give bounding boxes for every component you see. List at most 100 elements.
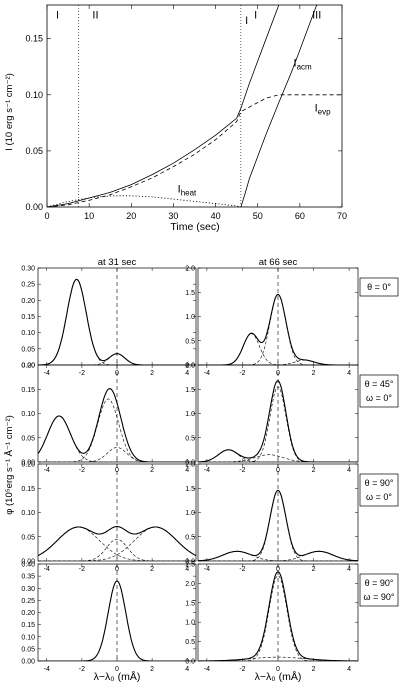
panel-x-tick-label: 4 <box>347 566 351 573</box>
panel-x-tick-label: -2 <box>79 566 85 573</box>
total-profile <box>38 278 196 365</box>
panel-y-tick-label: 0.20 <box>21 298 35 305</box>
total-profile <box>198 571 358 661</box>
top-y-tick-label: 0.00 <box>25 202 43 212</box>
panel-y-tick-label: 1.5 <box>185 290 195 297</box>
condition-box <box>359 277 399 297</box>
curve-label: Iheat <box>178 183 197 197</box>
condition-box <box>359 374 399 408</box>
panel-y-tick-label: 0.05 <box>21 346 35 353</box>
total-profile <box>38 525 196 557</box>
top-y-tick-label: 0.10 <box>25 90 43 100</box>
panel-y-tick-label: 0.30 <box>21 266 35 273</box>
condition-label: θ = 0° <box>367 282 391 292</box>
panel-x-tick-label: -2 <box>239 566 245 573</box>
panel-x-tick-label: -2 <box>239 370 245 377</box>
panel-x-tick-label: -4 <box>44 370 50 377</box>
condition-label: ω = 90° <box>364 592 395 602</box>
panel-x-tick-label: -4 <box>204 467 210 474</box>
panel-x-tick-label: -2 <box>79 666 85 673</box>
curve-label-subscript: acm <box>297 63 312 72</box>
time-series-chart: 0 10 20 30 40 50 60 700.000.050.100.15I II I IIIII… <box>25 4 347 221</box>
top-x-axis-label: Time (sec) <box>170 221 219 233</box>
panel-y-tick-label: 0.15 <box>21 314 35 321</box>
panel-x-tick-label: 0 <box>276 467 280 474</box>
panel-x-tick-label: -4 <box>44 467 50 474</box>
panel-x-tick-label: -2 <box>239 467 245 474</box>
panel-y-tick-label: 0.30 <box>21 586 35 593</box>
top-x-tick-label: 0 <box>44 211 49 221</box>
top-x-tick-label: 30 <box>168 211 178 221</box>
total-profile <box>198 380 358 462</box>
panel-x-tick-label: -4 <box>44 566 50 573</box>
panel-y-tick-label: 2.0 <box>185 462 195 469</box>
panel-y-tick-label: 0.5 <box>185 338 195 345</box>
top-x-tick-label: 40 <box>211 211 221 221</box>
curve-label: Iacm <box>294 58 313 72</box>
panel-y-tick-label: 0.5 <box>185 534 195 541</box>
series-line-i-heat <box>47 195 250 207</box>
panel-x-tick-label: 4 <box>185 467 189 474</box>
profile-panel: -4 -2 0 2 40.000.050.100.150.20 <box>21 462 197 573</box>
curve-label: Ievp <box>315 103 332 117</box>
panel-y-tick-label: 1.0 <box>185 510 195 517</box>
region-label: I <box>56 9 59 21</box>
panel-y-tick-label: 0.0 <box>185 559 195 566</box>
panel-x-tick-label: 4 <box>185 666 189 673</box>
total-profile <box>38 388 196 462</box>
panel-y-tick-label: 0.25 <box>21 598 35 605</box>
panel-x-tick-label: 0 <box>115 666 119 673</box>
panel-y-tick-label: 2.0 <box>185 266 195 273</box>
panel-x-tick-label: 2 <box>150 370 154 377</box>
condition-label: θ = 90° <box>365 578 394 588</box>
panel-y-tick-label: 2.5 <box>185 562 195 569</box>
bottom-x-axis-label-right: λ−λ₀ (mÅ) <box>255 670 302 683</box>
panel-x-tick-label: -4 <box>44 666 50 673</box>
top-x-tick-label: 70 <box>337 211 347 221</box>
panel-y-tick-label: 0.20 <box>21 462 35 469</box>
condition-label: ω = 0° <box>366 492 392 502</box>
panel-x-tick-label: 2 <box>312 666 316 673</box>
condition-label: θ = 45° <box>365 379 394 389</box>
panel-x-tick-label: -4 <box>204 370 210 377</box>
panel-y-tick-label: 0.10 <box>21 510 35 517</box>
panel-y-tick-label: 0.20 <box>21 610 35 617</box>
panel-y-tick-label: 0.0 <box>185 659 195 666</box>
panel-x-tick-label: 2 <box>312 370 316 377</box>
panel-y-tick-label: 1.0 <box>185 411 195 418</box>
panel-y-tick-label: 0.5 <box>185 639 195 646</box>
panel-y-tick-label: 0.0 <box>185 460 195 467</box>
total-profile <box>38 580 196 661</box>
region-label: II <box>92 9 98 21</box>
panel-y-tick-label: 2.0 <box>185 581 195 588</box>
panel-y-tick-label: 0.00 <box>21 363 35 370</box>
series-line-i-evp <box>47 94 342 207</box>
curve-label-subscript: heat <box>181 188 197 197</box>
top-x-tick-label: 60 <box>295 211 305 221</box>
column-title-right: at 66 sec <box>259 257 298 268</box>
panel-y-tick-label: 0.20 <box>21 363 35 370</box>
top-y-tick-label: 0.15 <box>25 34 43 44</box>
panel-x-tick-label: -2 <box>239 666 245 673</box>
column-title-left: at 31 sec <box>98 257 137 268</box>
panel-y-tick-label: 2.0 <box>185 363 195 370</box>
panel-x-tick-label: 0 <box>276 566 280 573</box>
profile-panel: -4 -2 0 2 40.00.51.01.52.02.5 <box>185 562 359 673</box>
panel-x-tick-label: 0 <box>115 566 119 573</box>
panel-y-tick-label: 0.35 <box>21 574 35 581</box>
panel-y-tick-label: 0.25 <box>21 282 35 289</box>
condition-label: θ = 90° <box>365 478 394 488</box>
panel-x-tick-label: 2 <box>150 467 154 474</box>
panel-x-tick-label: 4 <box>185 370 189 377</box>
panel-y-tick-label: 0.05 <box>21 435 35 442</box>
panel-y-tick-label: 1.5 <box>185 486 195 493</box>
top-y-axis-label: I (10 erg s⁻¹ cm⁻²) <box>4 73 15 151</box>
top-x-tick-label: 10 <box>84 211 94 221</box>
condition-box <box>359 473 399 507</box>
series-line-i <box>47 5 280 207</box>
component-profile <box>38 398 196 462</box>
bottom-y-axis-label: φ (10⁵erg s⁻¹ Å⁻¹ cm⁻²) <box>4 415 15 515</box>
